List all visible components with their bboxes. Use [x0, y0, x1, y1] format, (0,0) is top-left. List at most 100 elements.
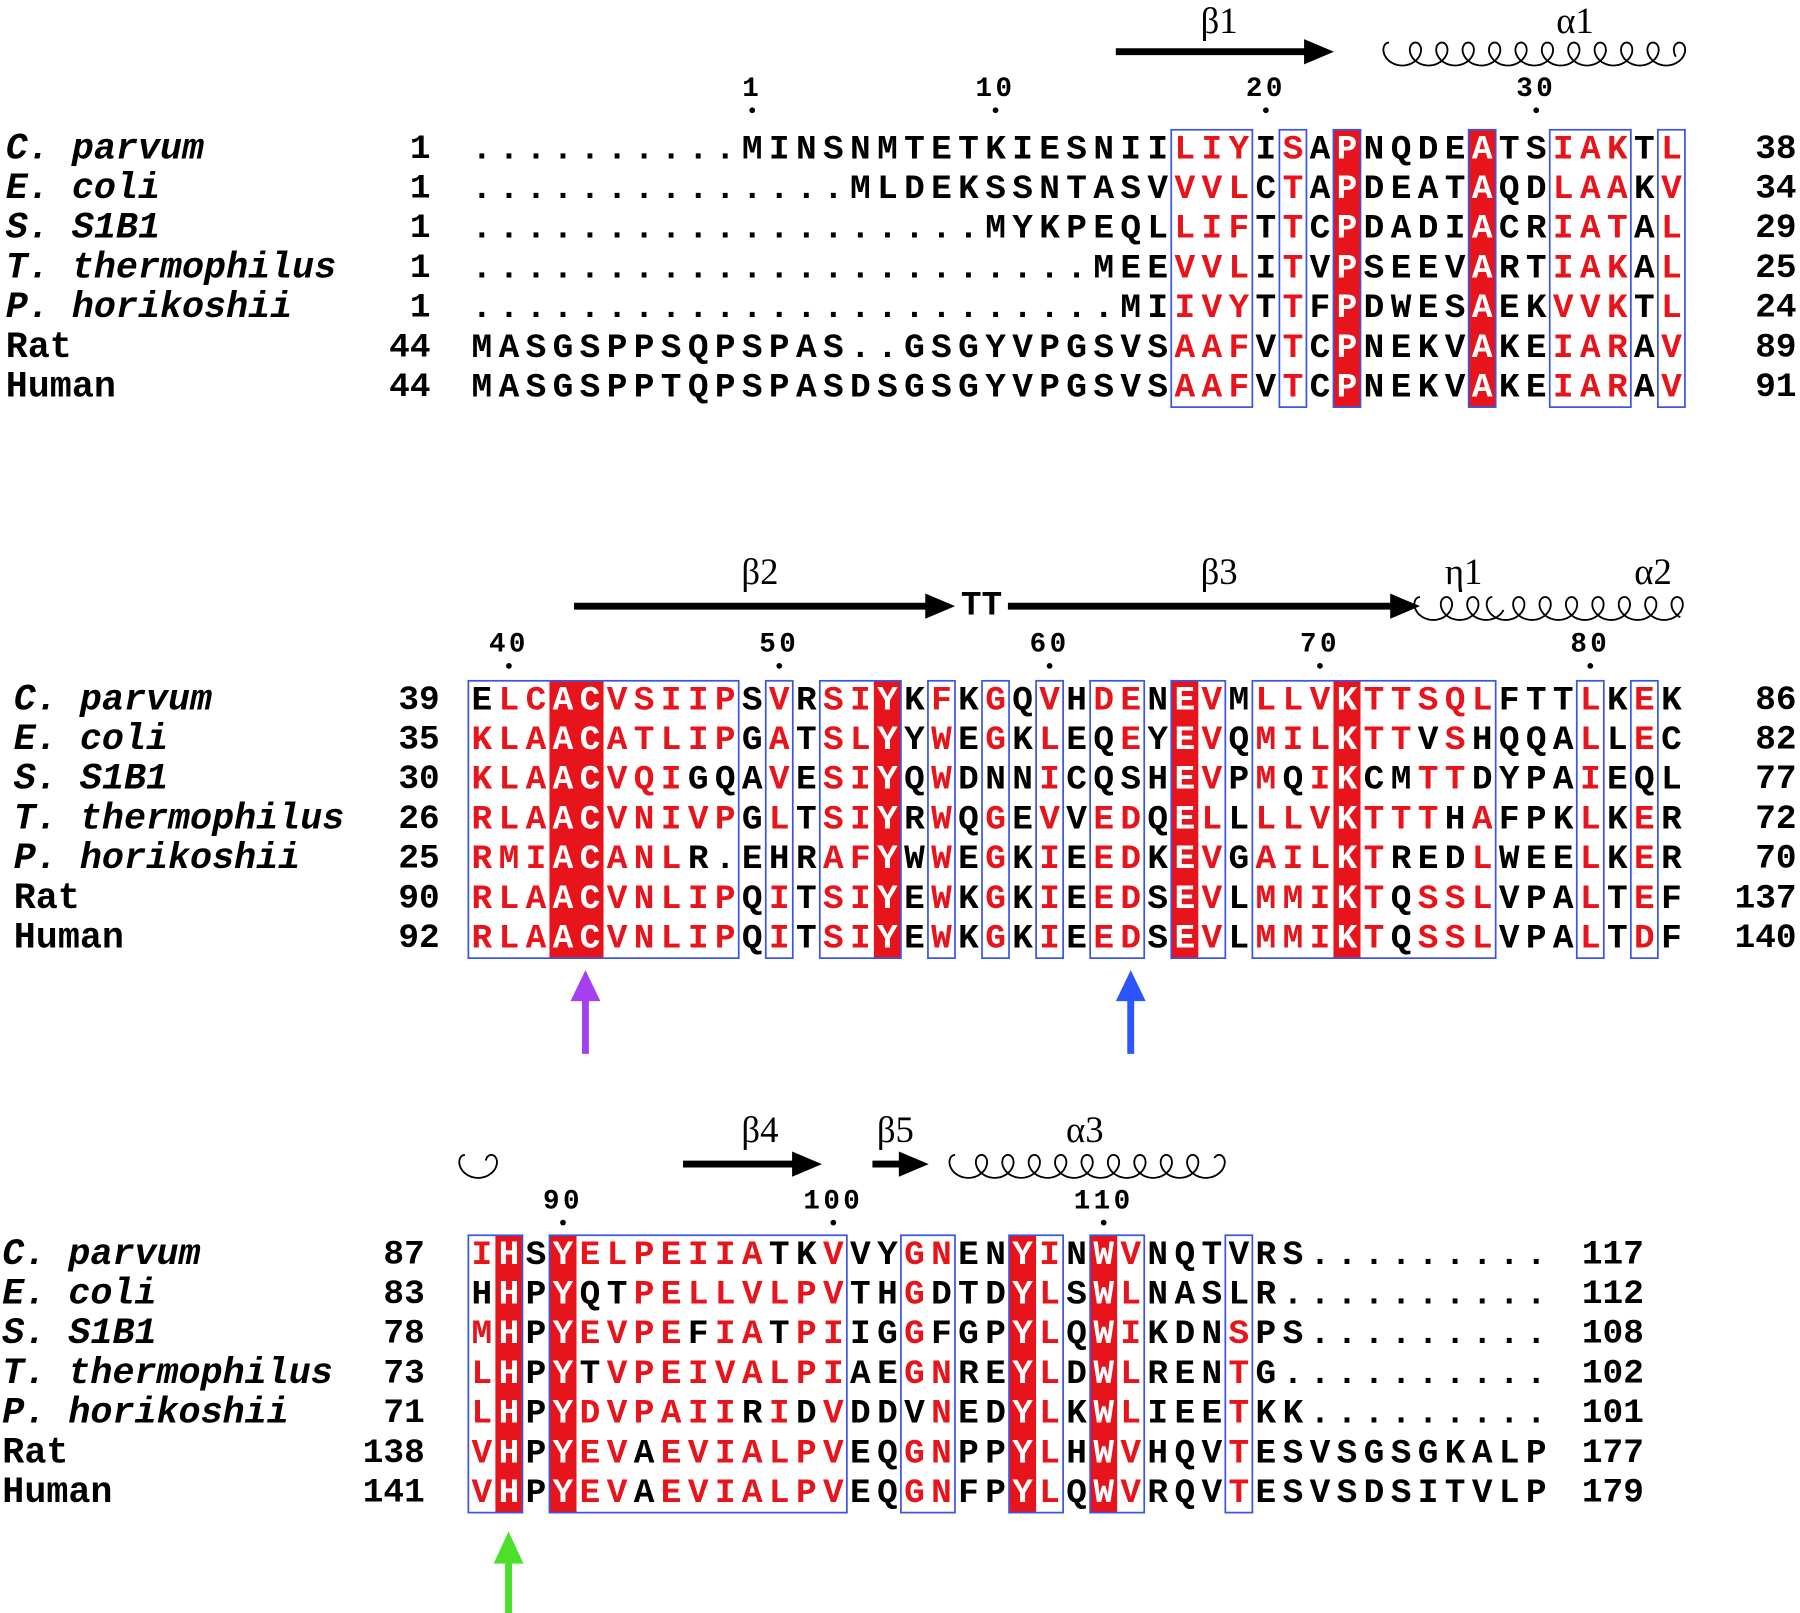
residue: T — [1391, 721, 1412, 760]
residue: T — [958, 130, 979, 169]
residue: A — [1580, 249, 1601, 288]
ruler-number: 100 — [803, 1186, 863, 1217]
residue: V — [472, 1474, 493, 1513]
residue: V — [1553, 289, 1574, 328]
residue: L — [1580, 879, 1601, 918]
residue: . — [958, 289, 979, 328]
residue: . — [931, 289, 952, 328]
residue: . — [634, 209, 655, 248]
residue: G — [1256, 1354, 1277, 1393]
residue: L — [1472, 919, 1493, 958]
residue: P — [715, 721, 736, 760]
residue: A — [1472, 368, 1493, 407]
residue: L — [472, 1354, 493, 1393]
species-name: P. horikoshii — [2, 1393, 288, 1435]
species-name: Human — [14, 918, 124, 960]
conserved-column — [549, 1235, 577, 1513]
residue: W — [1093, 1354, 1114, 1393]
residue: L — [607, 1235, 628, 1274]
residue: L — [1661, 760, 1682, 799]
residue: L — [1256, 681, 1277, 720]
residue: A — [526, 800, 547, 839]
residue: G — [1364, 1434, 1385, 1473]
residue: E — [1066, 721, 1087, 760]
residue: Q — [1174, 1474, 1195, 1513]
residue: S — [931, 328, 952, 367]
residue: I — [1039, 1235, 1060, 1274]
residue: G — [742, 800, 763, 839]
residue: P — [1337, 289, 1358, 328]
residue: D — [1472, 760, 1493, 799]
residue: . — [877, 289, 898, 328]
residue: A — [1634, 209, 1655, 248]
residue: L — [1174, 209, 1195, 248]
residue: V — [607, 681, 628, 720]
residue: V — [742, 1275, 763, 1314]
residue: Q — [1174, 1235, 1195, 1274]
residue: T — [1229, 1474, 1250, 1513]
residue: A — [1201, 368, 1222, 407]
residue: Y — [1012, 1394, 1033, 1433]
residue: A — [1580, 368, 1601, 407]
residue: A — [796, 368, 817, 407]
residue: . — [472, 209, 493, 248]
residue: T — [580, 1354, 601, 1393]
residue: S — [823, 800, 844, 839]
residue: E — [877, 1354, 898, 1393]
residue: A — [1580, 130, 1601, 169]
residue: S — [1445, 879, 1466, 918]
residue: . — [1445, 1315, 1466, 1354]
residue: E — [1147, 249, 1168, 288]
residue: G — [958, 1315, 979, 1354]
residue: . — [580, 249, 601, 288]
turn-label: TT — [961, 587, 1002, 626]
residue: . — [1066, 249, 1087, 288]
residue: F — [1499, 800, 1520, 839]
residue: K — [1607, 289, 1628, 328]
residue: R — [796, 681, 817, 720]
similarity-box — [1089, 679, 1146, 960]
residue: D — [1120, 879, 1141, 918]
end-number: 24 — [1755, 289, 1796, 328]
similarity-box — [1278, 128, 1308, 408]
residue: Q — [1445, 681, 1466, 720]
residue: V — [1174, 249, 1195, 288]
residue: . — [1445, 1235, 1466, 1274]
residue: V — [1201, 1474, 1222, 1513]
residue: P — [985, 1315, 1006, 1354]
residue: P — [1526, 800, 1547, 839]
residue: P — [796, 1474, 817, 1513]
species-name: Rat — [6, 327, 72, 369]
residue: L — [1201, 800, 1222, 839]
ruler-number: 40 — [489, 630, 529, 661]
residue: F — [688, 1315, 709, 1354]
residue: Y — [553, 1354, 574, 1393]
residue: Q — [1526, 721, 1547, 760]
residue: A — [1553, 879, 1574, 918]
residue: R — [1256, 1275, 1277, 1314]
residue: . — [661, 130, 682, 169]
residue: Y — [1012, 1315, 1033, 1354]
residue: Y — [1012, 1275, 1033, 1314]
residue: S — [1445, 919, 1466, 958]
residue: T — [607, 1275, 628, 1314]
residue: S — [985, 170, 1006, 209]
residue: . — [607, 249, 628, 288]
residue: . — [1364, 1275, 1385, 1314]
residue: . — [661, 289, 682, 328]
residue: . — [796, 170, 817, 209]
residue: L — [1472, 879, 1493, 918]
species-name: E. coli — [6, 168, 160, 210]
residue: T — [1499, 130, 1520, 169]
residue: C — [1661, 721, 1682, 760]
residue: . — [499, 289, 520, 328]
residue: . — [499, 209, 520, 248]
similarity-box — [1035, 679, 1064, 960]
residue: S — [931, 368, 952, 407]
residue: . — [850, 328, 871, 367]
residue: Q — [1499, 170, 1520, 209]
residue: I — [688, 879, 709, 918]
residue: F — [1310, 289, 1331, 328]
residue: E — [796, 760, 817, 799]
